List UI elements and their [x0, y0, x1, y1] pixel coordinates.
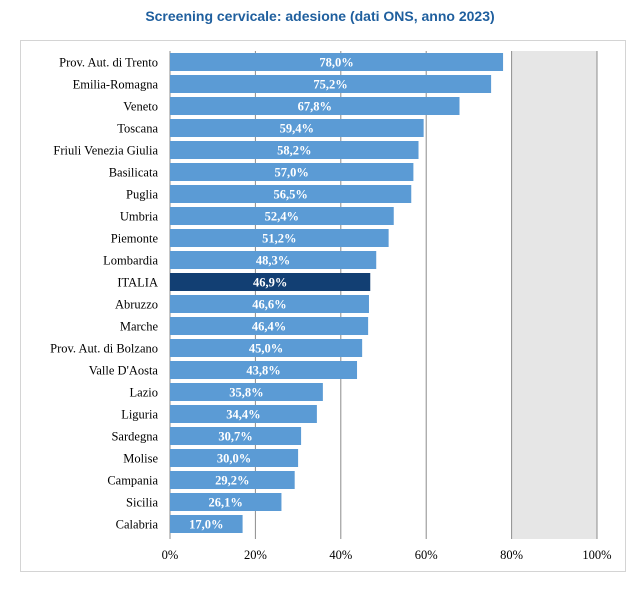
bar-15 — [170, 383, 323, 401]
bar-9 — [170, 251, 377, 269]
data-label: 29,2% — [215, 474, 249, 488]
x-tick-label: 40% — [329, 548, 352, 562]
data-label: 30,7% — [218, 430, 252, 444]
x-tick-label: 20% — [244, 548, 267, 562]
category-label: Emilia-Romagna — [73, 78, 159, 92]
category-label: Friuli Venezia Giulia — [53, 144, 158, 158]
category-label: Veneto — [123, 100, 158, 114]
data-label: 78,0% — [319, 56, 353, 70]
category-label: Puglia — [126, 188, 158, 202]
data-label: 34,4% — [226, 408, 260, 422]
bar-1 — [170, 75, 492, 93]
x-tick-label: 60% — [415, 548, 438, 562]
category-label: Valle D'Aosta — [89, 364, 159, 378]
category-labels: Prov. Aut. di Trento Emilia-Romagna Veneto… — [50, 56, 158, 532]
x-tick-label: 80% — [500, 548, 523, 562]
category-label: Lombardia — [103, 254, 158, 268]
data-label: 52,4% — [265, 210, 299, 224]
data-label: 56,5% — [273, 188, 307, 202]
data-label: 46,6% — [252, 298, 286, 312]
category-label: Sardegna — [111, 430, 158, 444]
data-label: 57,0% — [275, 166, 309, 180]
category-label: Umbria — [120, 210, 159, 224]
category-label: Calabria — [116, 518, 159, 532]
x-tick-labels: 0% 20% 40% 60% 80% 100% — [162, 548, 612, 562]
category-label: Molise — [123, 452, 158, 466]
bar-5 — [170, 163, 414, 181]
bar-12 — [170, 317, 369, 335]
category-label: Campania — [107, 474, 158, 488]
data-label: 51,2% — [262, 232, 296, 246]
bar-2 — [170, 97, 460, 115]
bar-14 — [170, 361, 358, 379]
data-label: 48,3% — [256, 254, 290, 268]
bar-6 — [170, 185, 412, 203]
category-label: Toscana — [117, 122, 158, 136]
data-label: 67,8% — [298, 100, 332, 114]
data-label: 46,9% — [253, 276, 287, 290]
data-label: 35,8% — [229, 386, 263, 400]
data-label: 30,0% — [217, 452, 251, 466]
category-label: ITALIA — [117, 276, 158, 290]
category-label: Prov. Aut. di Trento — [59, 56, 158, 70]
plot-band-80-100 — [511, 51, 597, 539]
x-tick-label: 0% — [162, 548, 179, 562]
bar-21 — [170, 515, 243, 533]
plot-background — [511, 51, 597, 539]
chart-frame: 78,0% 75,2% 67,8% 59,4% 58,2% 57,0% 56,5% 52,4%… — [20, 40, 626, 572]
data-label: 26,1% — [209, 496, 243, 510]
data-label: 58,2% — [277, 144, 311, 158]
data-label: 45,0% — [249, 342, 283, 356]
bar-20 — [170, 493, 282, 511]
bar-7 — [170, 207, 394, 225]
category-label: Piemonte — [111, 232, 159, 246]
category-label: Liguria — [121, 408, 158, 422]
bar-19 — [170, 471, 295, 489]
category-label: Sicilia — [126, 496, 158, 510]
bar-4 — [170, 141, 419, 159]
bar-3 — [170, 119, 424, 137]
category-label: Marche — [120, 320, 159, 334]
bar-11 — [170, 295, 369, 313]
chart-title: Screening cervicale: adesione (dati ONS,… — [145, 8, 495, 24]
bar-18 — [170, 449, 299, 467]
bars: 78,0% 75,2% 67,8% 59,4% 58,2% 57,0% 56,5% 52,4%… — [170, 53, 504, 533]
data-label: 59,4% — [280, 122, 314, 136]
x-tick-label: 100% — [582, 548, 611, 562]
bar-8 — [170, 229, 389, 247]
data-label: 17,0% — [189, 518, 223, 532]
bar-0 — [170, 53, 504, 71]
category-label: Lazio — [130, 386, 158, 400]
data-label: 75,2% — [313, 78, 347, 92]
data-label: 46,4% — [252, 320, 286, 334]
bar-chart: 78,0% 75,2% 67,8% 59,4% 58,2% 57,0% 56,5% 52,4%… — [50, 51, 612, 562]
category-label: Prov. Aut. di Bolzano — [50, 342, 158, 356]
bar-13 — [170, 339, 363, 357]
bar-17 — [170, 427, 302, 445]
data-label: 43,8% — [246, 364, 280, 378]
bar-10 — [170, 273, 371, 291]
category-label: Abruzzo — [115, 298, 158, 312]
category-label: Basilicata — [109, 166, 159, 180]
bar-16 — [170, 405, 317, 423]
